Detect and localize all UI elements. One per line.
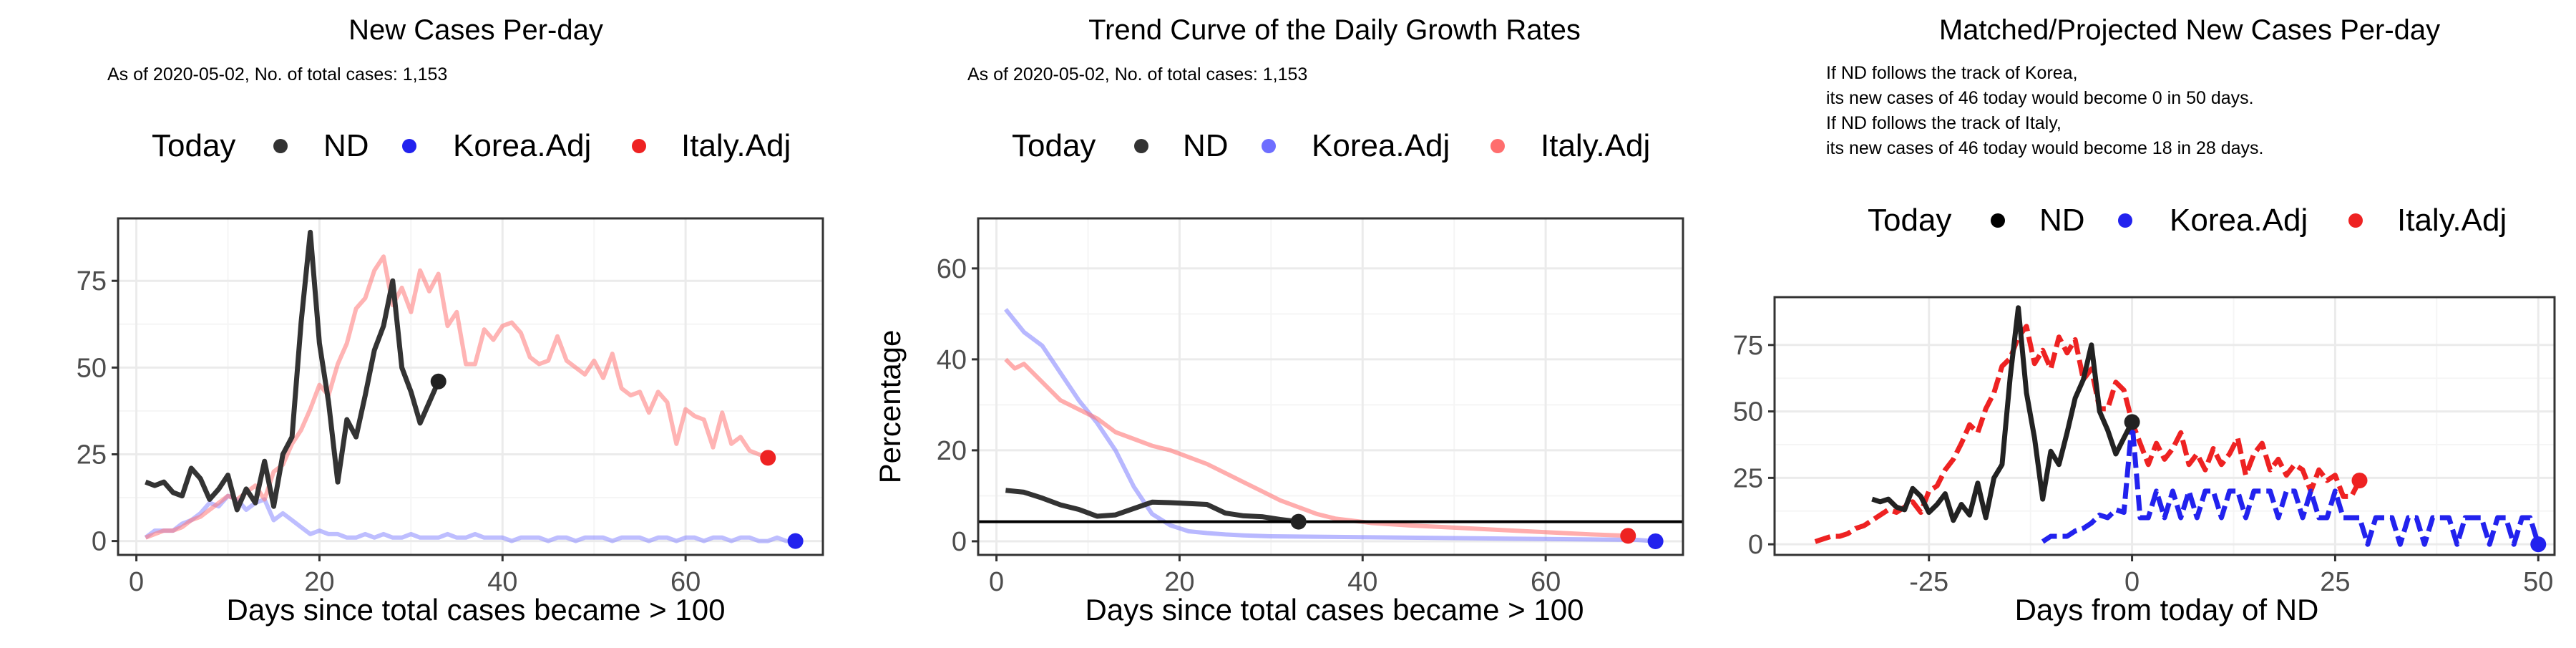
y-tick-label: 25 bbox=[77, 440, 107, 470]
x-tick-label: 60 bbox=[670, 567, 701, 597]
y-tick-label: 60 bbox=[937, 254, 967, 284]
legend-label-korea: Korea.Adj bbox=[1312, 128, 1450, 163]
legend-label-korea: Korea.Adj bbox=[2170, 203, 2308, 238]
plot-area: -25 0 25 50 0 25 50 75 bbox=[1733, 296, 2556, 597]
legend-label-italy: Italy.Adj bbox=[2397, 203, 2507, 238]
legend-label-nd: ND bbox=[323, 128, 369, 163]
legend-label-nd: ND bbox=[1183, 128, 1229, 163]
y-tick-label: 75 bbox=[77, 266, 107, 296]
legend-korea-dot bbox=[2118, 213, 2132, 228]
x-tick-label: 40 bbox=[487, 567, 517, 597]
panel-new-cases: New Cases Per-day As of 2020-05-02, No. … bbox=[77, 14, 824, 627]
x-tick-label: 0 bbox=[129, 567, 144, 597]
legend-label-italy: Italy.Adj bbox=[681, 128, 791, 163]
legend-title: Today bbox=[152, 128, 235, 163]
chart-title: Matched/Projected New Cases Per-day bbox=[1939, 14, 2440, 46]
x-tick-label: 20 bbox=[1164, 567, 1194, 597]
legend-nd-dot bbox=[273, 139, 288, 153]
series-line-nd bbox=[1005, 488, 1299, 525]
plot-area: 0 20 40 60 0 20 40 60 bbox=[937, 217, 1684, 597]
y-tick-label: 75 bbox=[1733, 331, 1763, 361]
plot-border bbox=[117, 217, 824, 556]
series-line-italy-adj bbox=[1004, 357, 1629, 538]
today-marker-nd bbox=[430, 373, 447, 390]
today-marker-italy-adj bbox=[2351, 473, 2368, 489]
plot-border bbox=[1773, 296, 2556, 556]
chart-subtitle-line-2: its new cases of 46 today would become 0… bbox=[1826, 88, 2254, 108]
today-marker-nd bbox=[2124, 414, 2140, 430]
series-line-korea-adj bbox=[2041, 419, 2541, 547]
x-tick-label: 60 bbox=[1531, 567, 1561, 597]
x-tick-label: 20 bbox=[304, 567, 334, 597]
x-tick-label: 0 bbox=[2124, 567, 2140, 597]
chart-subtitle: As of 2020-05-02, No. of total cases: 1,… bbox=[967, 64, 1307, 84]
x-tick-label: 40 bbox=[1347, 567, 1377, 597]
chart-title: New Cases Per-day bbox=[348, 14, 603, 46]
x-tick-label: -25 bbox=[1909, 567, 1948, 597]
legend-korea-dot bbox=[1262, 139, 1276, 153]
legend-italy-dot bbox=[1491, 139, 1505, 153]
today-marker-korea-adj bbox=[1647, 533, 1664, 549]
x-axis-label: Days from today of ND bbox=[2015, 593, 2319, 627]
today-marker-italy-adj bbox=[1620, 528, 1636, 544]
legend-title: Today bbox=[1012, 128, 1096, 163]
x-axis-label: Days since total cases became > 100 bbox=[1085, 593, 1584, 627]
legend-nd-dot bbox=[1134, 139, 1148, 153]
chart-subtitle: As of 2020-05-02, No. of total cases: 1,… bbox=[107, 64, 447, 84]
y-tick-label: 0 bbox=[1748, 530, 1763, 560]
y-tick-label: 0 bbox=[92, 527, 107, 557]
panel-projected: Matched/Projected New Cases Per-day If N… bbox=[1733, 14, 2556, 627]
today-marker-nd bbox=[1290, 513, 1307, 530]
legend-label-nd: ND bbox=[2039, 203, 2085, 238]
y-tick-label: 50 bbox=[1733, 397, 1763, 427]
y-tick-label: 40 bbox=[937, 345, 967, 375]
x-axis-label: Days since total cases became > 100 bbox=[227, 593, 726, 627]
chart-subtitle-line-4: its new cases of 46 today would become 1… bbox=[1826, 138, 2263, 158]
legend-nd-dot bbox=[1991, 213, 2005, 228]
today-marker-korea-adj bbox=[2530, 536, 2547, 553]
y-axis-label: Percentage bbox=[873, 330, 907, 484]
series-line-nd bbox=[1871, 305, 2135, 523]
x-tick-label: 0 bbox=[989, 567, 1004, 597]
chart-subtitle-line-1: If ND follows the track of Korea, bbox=[1826, 63, 2078, 83]
panel-growth-rates: Trend Curve of the Daily Growth Rates As… bbox=[873, 14, 1684, 627]
x-tick-label: 50 bbox=[2523, 567, 2553, 597]
chart-title: Trend Curve of the Daily Growth Rates bbox=[1088, 14, 1581, 46]
today-marker-korea-adj bbox=[787, 533, 804, 549]
x-tick-label: 25 bbox=[2320, 567, 2350, 597]
chart-subtitle-line-3: If ND follows the track of Italy, bbox=[1826, 113, 2062, 133]
y-tick-label: 25 bbox=[1733, 463, 1763, 493]
series-line-korea-adj bbox=[144, 493, 796, 543]
legend-label-italy: Italy.Adj bbox=[1541, 128, 1650, 163]
legend-korea-dot bbox=[402, 139, 416, 153]
y-tick-label: 50 bbox=[77, 353, 107, 383]
series-line-nd bbox=[145, 229, 441, 513]
legend-title: Today bbox=[1868, 203, 1951, 238]
legend-italy-dot bbox=[2348, 213, 2363, 228]
today-marker-italy-adj bbox=[760, 450, 776, 466]
plot-border bbox=[977, 217, 1684, 556]
y-tick-label: 20 bbox=[937, 436, 967, 466]
legend-label-korea: Korea.Adj bbox=[453, 128, 591, 163]
series-line-korea-adj bbox=[1004, 308, 1656, 543]
legend-italy-dot bbox=[632, 139, 646, 153]
series-line-italy-adj bbox=[145, 254, 769, 540]
plot-area: 0 20 40 60 0 25 50 75 bbox=[77, 217, 824, 597]
y-tick-label: 0 bbox=[952, 527, 967, 557]
